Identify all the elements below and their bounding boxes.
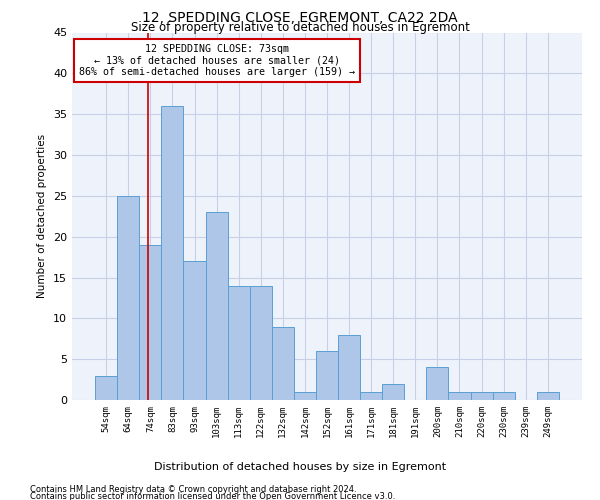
Bar [95, 376, 117, 400]
Text: Contains HM Land Registry data © Crown copyright and database right 2024.: Contains HM Land Registry data © Crown c… [30, 485, 356, 494]
Text: Contains public sector information licensed under the Open Government Licence v3: Contains public sector information licen… [30, 492, 395, 500]
Bar [206, 212, 227, 400]
Bar [382, 384, 404, 400]
Bar [117, 196, 139, 400]
Bar [360, 392, 382, 400]
Bar [537, 392, 559, 400]
Bar [427, 368, 448, 400]
Bar [493, 392, 515, 400]
Bar [294, 392, 316, 400]
Bar [338, 334, 360, 400]
Bar [316, 351, 338, 400]
Text: 12, SPEDDING CLOSE, EGREMONT, CA22 2DA: 12, SPEDDING CLOSE, EGREMONT, CA22 2DA [142, 11, 458, 25]
Bar [184, 261, 206, 400]
Bar [161, 106, 184, 400]
Y-axis label: Number of detached properties: Number of detached properties [37, 134, 47, 298]
Bar [250, 286, 272, 400]
Text: Size of property relative to detached houses in Egremont: Size of property relative to detached ho… [131, 22, 469, 35]
Bar [272, 326, 294, 400]
Text: Distribution of detached houses by size in Egremont: Distribution of detached houses by size … [154, 462, 446, 472]
Bar [470, 392, 493, 400]
Text: 12 SPEDDING CLOSE: 73sqm
← 13% of detached houses are smaller (24)
86% of semi-d: 12 SPEDDING CLOSE: 73sqm ← 13% of detach… [79, 44, 355, 76]
Bar [448, 392, 470, 400]
Bar [139, 245, 161, 400]
Bar [227, 286, 250, 400]
